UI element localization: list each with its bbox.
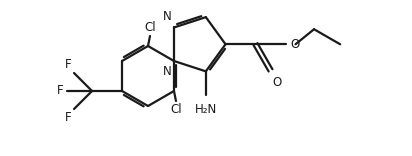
Text: N: N — [163, 65, 172, 78]
Text: Cl: Cl — [170, 103, 182, 116]
Text: F: F — [64, 111, 71, 124]
Text: O: O — [272, 76, 282, 89]
Text: Cl: Cl — [144, 21, 156, 34]
Text: H₂N: H₂N — [195, 103, 217, 116]
Text: F: F — [57, 85, 63, 98]
Text: F: F — [64, 58, 71, 71]
Text: N: N — [163, 10, 172, 24]
Text: O: O — [290, 38, 300, 51]
